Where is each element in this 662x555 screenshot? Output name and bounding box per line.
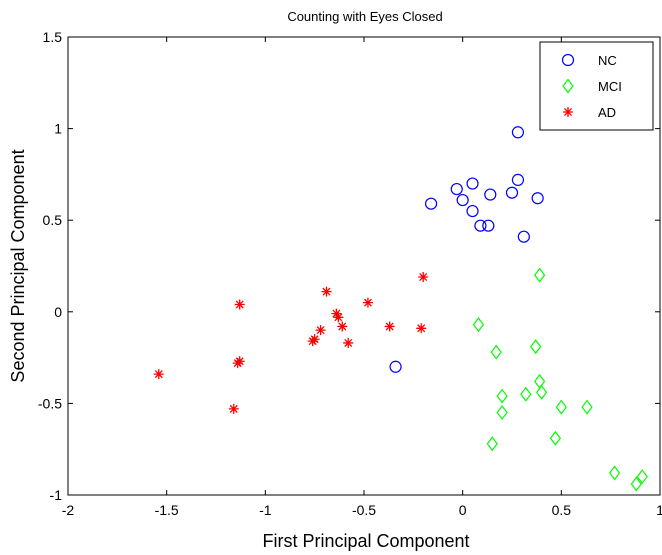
x-tick-label: -0.5 [352, 502, 376, 518]
x-tick-label: 0 [459, 502, 467, 518]
point-mci [608, 465, 621, 481]
legend-label: NC [598, 53, 617, 68]
chart-title: Counting with Eyes Closed [287, 9, 442, 24]
legend-item-ad: AD [563, 105, 616, 120]
point-mci [472, 317, 485, 333]
data-points [153, 126, 648, 492]
y-tick-label: 1 [54, 121, 62, 137]
point-mci [496, 405, 508, 421]
legend-marker-nc [561, 53, 575, 67]
point-ad [234, 299, 245, 310]
point-nc [456, 193, 469, 207]
point-mci [535, 384, 548, 400]
point-ad [418, 271, 429, 282]
point-mci [555, 399, 567, 415]
legend-marker-ad [563, 107, 573, 117]
point-ad [343, 337, 354, 348]
point-ad [362, 297, 373, 308]
y-tick-label: 0.5 [43, 212, 63, 228]
point-nc [466, 204, 479, 218]
point-nc [511, 173, 525, 186]
point-nc [466, 177, 479, 190]
y-axis-title: Second Principal Component [8, 149, 28, 382]
legend-box [539, 41, 654, 131]
series-ad [153, 271, 429, 414]
point-ad [321, 286, 332, 297]
axis-ticks: -2 -1.5 -1 -0.5 0 0.5 1 -1 -0.5 0 0.5 1 1.5 [38, 29, 662, 518]
y-tick-label: -1 [50, 487, 63, 503]
point-mci [530, 339, 542, 355]
point-nc [505, 186, 519, 199]
point-mci [520, 386, 532, 402]
x-tick-label: 1 [656, 502, 662, 518]
point-nc [450, 182, 463, 196]
point-mci [630, 476, 642, 492]
point-nc [474, 219, 487, 232]
point-ad [333, 312, 344, 323]
point-ad [384, 321, 395, 332]
point-mci [549, 430, 562, 446]
point-nc [482, 219, 495, 232]
point-ad [307, 336, 318, 347]
point-mci [486, 436, 498, 452]
point-nc [531, 192, 544, 205]
legend-label: AD [598, 105, 616, 120]
point-nc [484, 188, 497, 201]
point-nc [511, 126, 525, 139]
y-tick-label: 1.5 [43, 29, 63, 45]
x-tick-label: -1 [259, 502, 272, 518]
point-ad [337, 321, 348, 332]
point-nc [517, 230, 530, 243]
point-mci [490, 344, 502, 360]
x-tick-label: -1.5 [155, 502, 179, 518]
point-mci [636, 469, 648, 485]
legend: NC MCI AD [539, 41, 654, 131]
point-ad [315, 325, 326, 336]
x-tick-label: -2 [62, 502, 75, 518]
x-axis-title: First Principal Component [262, 531, 469, 551]
point-ad [228, 403, 239, 414]
x-tick-label: 0.5 [552, 502, 572, 518]
point-ad [331, 308, 342, 319]
y-tick-label: -0.5 [38, 395, 62, 411]
legend-label: MCI [598, 79, 622, 94]
point-mci [534, 267, 546, 283]
y-tick-label: 0 [54, 304, 62, 320]
point-mci [496, 388, 508, 404]
point-ad [416, 323, 427, 334]
point-nc [389, 360, 402, 373]
point-ad [153, 369, 164, 380]
point-mci [581, 399, 593, 415]
point-nc [424, 197, 438, 210]
series-mci [472, 267, 648, 492]
legend-item-nc: NC [561, 53, 617, 68]
legend-marker-mci [562, 78, 574, 94]
legend-item-mci: MCI [562, 78, 622, 94]
series-nc [389, 126, 544, 373]
point-ad [232, 358, 243, 369]
